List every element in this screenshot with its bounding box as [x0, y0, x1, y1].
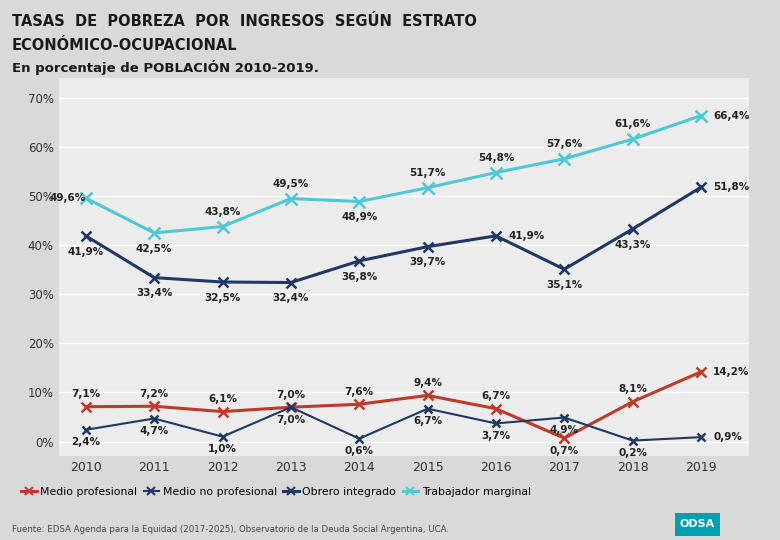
Text: 41,9%: 41,9% [509, 231, 544, 241]
Text: 54,8%: 54,8% [477, 153, 514, 163]
Text: 36,8%: 36,8% [341, 272, 378, 282]
Text: 41,9%: 41,9% [68, 247, 104, 256]
Text: 2,4%: 2,4% [71, 437, 101, 447]
Text: 6,1%: 6,1% [208, 394, 237, 404]
Text: 43,8%: 43,8% [204, 207, 241, 217]
Text: 33,4%: 33,4% [136, 288, 172, 299]
Text: 7,1%: 7,1% [71, 389, 101, 400]
Text: 0,6%: 0,6% [345, 446, 374, 456]
Text: 6,7%: 6,7% [481, 392, 510, 401]
Text: 8,1%: 8,1% [618, 384, 647, 394]
Text: 32,5%: 32,5% [204, 293, 241, 303]
Text: 48,9%: 48,9% [341, 212, 378, 222]
Text: En porcentaje de POBLACIÓN 2010-2019.: En porcentaje de POBLACIÓN 2010-2019. [12, 60, 318, 76]
Text: 7,0%: 7,0% [276, 390, 306, 400]
Text: Fuente: EDSA Agenda para la Equidad (2017-2025), Observatorio de la Deuda Social: Fuente: EDSA Agenda para la Equidad (201… [12, 524, 448, 534]
Text: ODSA: ODSA [679, 519, 715, 529]
Legend: Medio profesional, Medio no profesional, Obrero integrado, Trabajador marginal: Medio profesional, Medio no profesional,… [17, 482, 535, 501]
Text: 4,7%: 4,7% [140, 426, 168, 436]
Text: 61,6%: 61,6% [615, 119, 651, 130]
Text: TASAS  DE  POBREZA  POR  INGRESOS  SEGÚN  ESTRATO: TASAS DE POBREZA POR INGRESOS SEGÚN ESTR… [12, 14, 477, 29]
Text: ECONÓMICO-OCUPACIONAL: ECONÓMICO-OCUPACIONAL [12, 38, 237, 53]
Text: 32,4%: 32,4% [273, 293, 309, 303]
Text: 35,1%: 35,1% [546, 280, 583, 290]
Text: 7,0%: 7,0% [276, 415, 306, 424]
Text: 0,2%: 0,2% [618, 448, 647, 458]
Text: 14,2%: 14,2% [713, 367, 750, 377]
Text: 0,9%: 0,9% [713, 432, 742, 442]
Text: 3,7%: 3,7% [481, 431, 510, 441]
Text: 49,6%: 49,6% [50, 193, 86, 203]
Text: 9,4%: 9,4% [413, 378, 442, 388]
Text: 7,2%: 7,2% [140, 389, 168, 399]
Text: 4,9%: 4,9% [550, 425, 579, 435]
Text: 42,5%: 42,5% [136, 244, 172, 254]
Text: 39,7%: 39,7% [410, 258, 445, 267]
Text: 7,6%: 7,6% [345, 387, 374, 397]
Text: 1,0%: 1,0% [208, 444, 237, 454]
Text: 43,3%: 43,3% [615, 240, 651, 250]
Text: 49,5%: 49,5% [273, 179, 309, 189]
Text: 0,7%: 0,7% [550, 446, 579, 456]
Text: 57,6%: 57,6% [546, 139, 583, 149]
Text: 66,4%: 66,4% [713, 111, 750, 120]
Text: 51,8%: 51,8% [713, 183, 750, 192]
Text: 51,7%: 51,7% [410, 168, 445, 178]
Text: 6,7%: 6,7% [413, 416, 442, 426]
